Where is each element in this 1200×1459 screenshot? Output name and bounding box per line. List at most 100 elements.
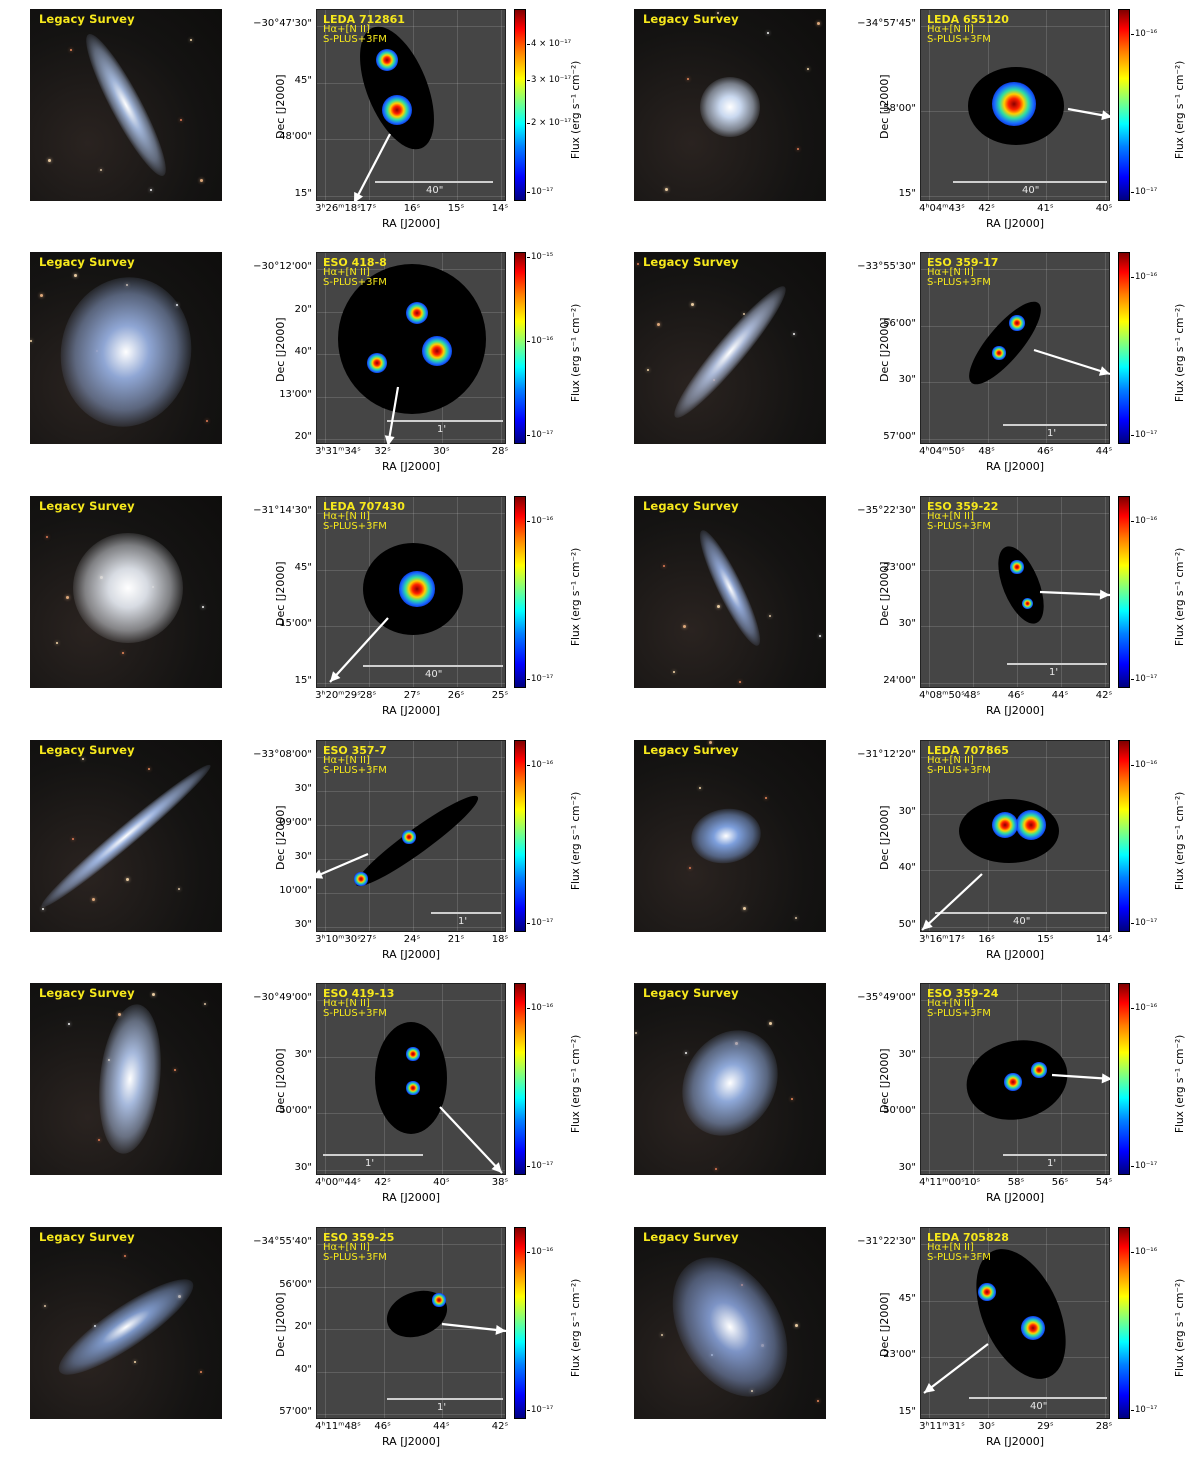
x-tick-label: 21ˢ [447, 934, 465, 945]
emission-knot [978, 1283, 996, 1301]
emission-knot [406, 302, 428, 324]
legacy-survey-image: Legacy Survey [634, 9, 826, 201]
gridline-horizontal [921, 626, 1109, 628]
field-star [817, 22, 820, 25]
y-tick-label: 30" [294, 851, 312, 862]
gridline-horizontal [317, 1371, 505, 1373]
field-star [717, 12, 719, 14]
field-star [765, 797, 767, 799]
x-axis-label: RA [J2000] [985, 704, 1045, 717]
legacy-survey-label: Legacy Survey [39, 986, 135, 1000]
arrow-head [1101, 110, 1112, 121]
x-tick-label: 3ʰ10ᵐ30ˢ [315, 934, 361, 945]
scale-bar-label: 40" [1013, 916, 1031, 927]
x-tick-label: 26ˢ [447, 690, 465, 701]
instrument-label: S-PLUS+3FM [323, 34, 387, 45]
field-star [200, 179, 203, 182]
gridline-horizontal [317, 439, 505, 440]
emission-knot [1020, 1315, 1046, 1341]
field-star [98, 1139, 100, 1141]
y-axis-label: Dec [J2000] [274, 1292, 287, 1357]
field-star [817, 1400, 819, 1402]
field-star [180, 119, 182, 121]
instrument-label: S-PLUS+3FM [927, 1252, 991, 1263]
arrow-shaft [1033, 348, 1111, 376]
halpha-map: ESO 418-8 Hα+[N II] S-PLUS+3FM 1' [316, 252, 506, 444]
colorbar-tick-label: 4 × 10⁻¹⁷ [526, 39, 572, 49]
colorbar-tick-label: 10⁻¹⁶ [526, 760, 554, 770]
scale-bar [387, 420, 503, 422]
gridline-horizontal [317, 1414, 505, 1415]
emission-knot [1031, 1062, 1047, 1078]
galaxy [92, 1001, 168, 1157]
y-tick-label: 23'00" [883, 1349, 916, 1361]
object-name: LEDA 707865 [927, 744, 1009, 757]
x-tick-label: 28ˢ [1095, 1421, 1113, 1432]
scale-bar-label: 1' [1047, 428, 1057, 439]
field-star [769, 1022, 772, 1025]
y-tick-label: 24'00" [883, 675, 916, 686]
field-star [134, 1361, 136, 1363]
object-name: ESO 359-17 [927, 256, 999, 269]
line-label: Hα+[N II] [323, 755, 370, 766]
x-axis-label: RA [J2000] [381, 704, 441, 717]
x-tick-label: 3ʰ16ᵐ17ˢ [919, 934, 965, 945]
y-axis-label: Dec [J2000] [878, 317, 891, 382]
field-star [743, 907, 746, 910]
colorbar [1118, 983, 1130, 1175]
x-tick-label: 15ˢ [1037, 934, 1054, 945]
arrow-head [922, 919, 933, 930]
y-tick-label: 20" [294, 1321, 312, 1332]
gridline-vertical [929, 10, 930, 200]
emission-knot [1021, 597, 1033, 609]
direction-arrow [1039, 589, 1111, 600]
gridline-vertical [1105, 1228, 1106, 1418]
x-tick-label: 30ˢ [978, 1421, 995, 1432]
y-axis-label: Dec [J2000] [274, 317, 287, 382]
gridline-horizontal [317, 1000, 505, 1001]
y-axis-label: Dec [J2000] [878, 1292, 891, 1357]
legacy-survey-image: Legacy Survey [634, 496, 826, 688]
colorbar-tick-label: 2 × 10⁻¹⁷ [526, 118, 572, 128]
colorbar-tick-label: 10⁻¹⁷ [1130, 1161, 1158, 1171]
scale-bar [1003, 424, 1107, 426]
object-name: LEDA 705828 [927, 1231, 1009, 1244]
direction-arrow [921, 873, 983, 931]
galaxy [663, 1012, 797, 1154]
object-name: LEDA 707430 [323, 500, 405, 513]
scale-bar [375, 181, 493, 183]
x-axis-label: RA [J2000] [381, 217, 441, 230]
field-star [637, 263, 639, 265]
emission-knot [1015, 809, 1047, 841]
legacy-survey-label: Legacy Survey [39, 499, 135, 513]
halpha-map: LEDA 655120 Hα+[N II] S-PLUS+3FM 40" [920, 9, 1110, 201]
x-tick-label: 3ʰ26ᵐ18ˢ [315, 203, 361, 214]
object-name: ESO 359-22 [927, 500, 999, 513]
emission-knot [367, 353, 387, 373]
field-star [204, 1003, 206, 1005]
emission-knot [992, 346, 1006, 360]
colorbar-tick-label: 10⁻¹⁶ [526, 336, 554, 346]
x-tick-label: 42ˢ [491, 1421, 509, 1432]
instrument-label: S-PLUS+3FM [927, 765, 991, 776]
colorbar-label: Flux (erg s⁻¹ cm⁻²) [1174, 1278, 1186, 1377]
scale-bar [935, 912, 1107, 914]
arrow-head [495, 1324, 506, 1335]
x-axis-label: RA [J2000] [381, 948, 441, 961]
colorbar-tick-label: 10⁻¹⁷ [526, 918, 554, 928]
field-star [72, 838, 74, 840]
gridline-vertical [501, 497, 502, 687]
colorbar-tick-label: 10⁻¹⁶ [1130, 1003, 1158, 1013]
gridline-horizontal [921, 382, 1109, 384]
y-tick-label: 15'00" [279, 618, 312, 630]
emission-knot [406, 1081, 420, 1095]
x-axis-label: RA [J2000] [381, 1435, 441, 1448]
arrow-shaft [311, 852, 369, 880]
colorbar-label: Flux (erg s⁻¹ cm⁻²) [1174, 60, 1186, 159]
field-star [206, 420, 208, 422]
field-star [42, 908, 44, 910]
gridline-horizontal [921, 269, 1109, 270]
field-star [124, 1255, 126, 1257]
arrow-shaft [923, 1343, 989, 1394]
y-tick-label: −33°08'00" [253, 749, 312, 760]
